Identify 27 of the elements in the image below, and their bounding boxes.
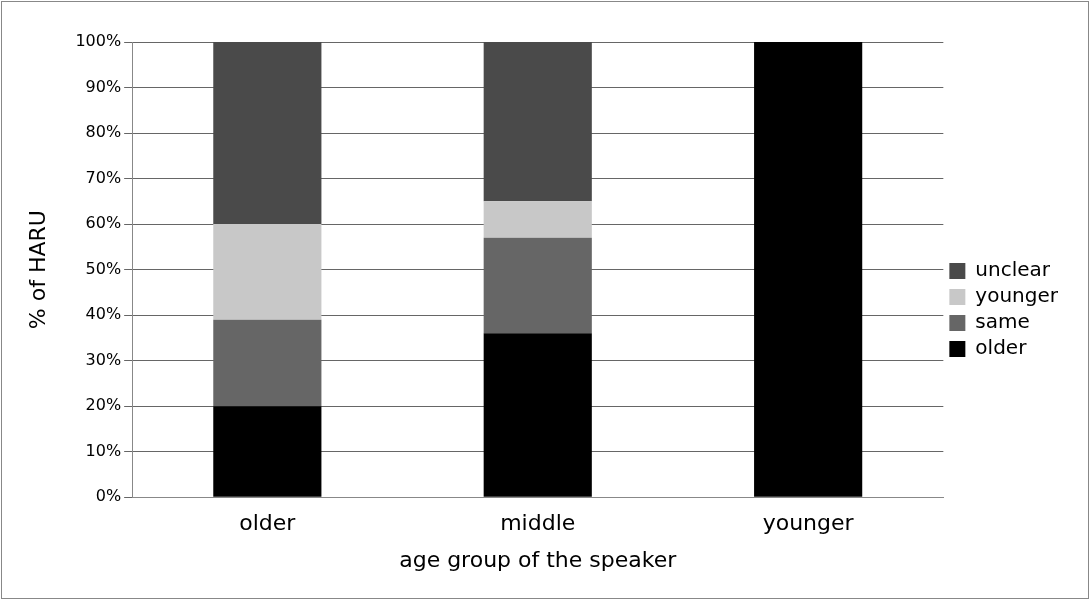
bar (483, 333, 592, 497)
bar (213, 224, 322, 320)
y-tick-label: 100% (75, 31, 122, 51)
y-tick-label: 10% (85, 440, 122, 460)
y-tick-label: 30% (85, 349, 122, 369)
legend-label: same (975, 309, 1030, 334)
y-tick-label: 90% (85, 76, 122, 96)
legend-label: unclear (975, 257, 1051, 282)
bar (483, 201, 592, 238)
x-tick-label: middle (500, 510, 576, 536)
x-tick-label: older (239, 510, 297, 536)
bar (754, 42, 863, 497)
y-axis-title: % of HARU (24, 210, 50, 330)
y-tick-label: 60% (85, 213, 122, 233)
bar (213, 406, 322, 497)
y-tick-label: 50% (85, 258, 122, 278)
legend-label: younger (975, 283, 1059, 308)
y-tick-label: 0% (95, 486, 122, 506)
bar (483, 42, 592, 202)
y-tick-label: 40% (85, 304, 122, 324)
y-tick-label: 20% (85, 395, 122, 415)
x-tick-label: younger (762, 510, 855, 536)
x-axis-title: age group of the speaker (399, 546, 678, 572)
legend-label: older (975, 335, 1028, 360)
y-tick-label: 80% (85, 122, 122, 142)
y-tick-label: 70% (85, 167, 122, 187)
bar (213, 42, 322, 225)
